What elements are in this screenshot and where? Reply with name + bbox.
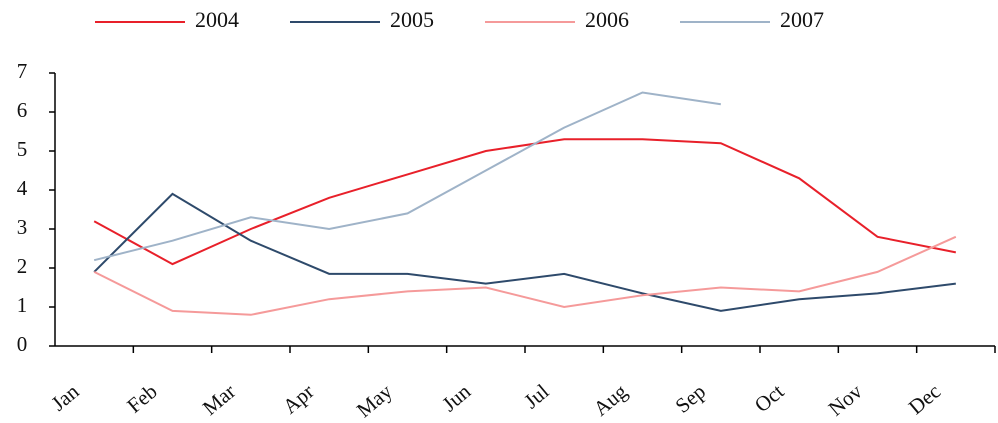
- x-tick-label: Jul: [519, 379, 553, 413]
- y-tick-label: 2: [17, 254, 28, 278]
- y-tick-label: 5: [17, 137, 28, 161]
- x-tick-label: Feb: [122, 379, 162, 418]
- series-line: [93, 91, 721, 262]
- x-tick-label: Aug: [589, 379, 633, 421]
- y-tick-label: 7: [17, 59, 28, 83]
- y-tick-label: 0: [17, 332, 28, 356]
- y-tick-label: 1: [17, 293, 28, 317]
- legend-label: 2004: [195, 7, 239, 32]
- x-tick-label: Oct: [750, 379, 789, 417]
- series-line: [93, 235, 957, 316]
- x-tick-label: Jan: [47, 379, 84, 416]
- legend-label: 2006: [585, 7, 629, 32]
- legend-label: 2007: [780, 7, 824, 32]
- x-tick-label: Jun: [437, 379, 475, 416]
- x-tick-label: Apr: [278, 379, 318, 418]
- y-tick-label: 3: [17, 215, 28, 239]
- x-tick-label: Dec: [904, 379, 945, 419]
- series-line: [93, 192, 956, 312]
- series-line: [93, 138, 957, 266]
- y-tick-label: 6: [17, 98, 28, 122]
- x-tick-label: May: [352, 379, 397, 422]
- x-tick-label: Sep: [671, 379, 711, 418]
- y-tick-label: 4: [17, 176, 28, 200]
- x-tick-label: Mar: [198, 379, 240, 420]
- x-tick-label: Nov: [824, 379, 868, 421]
- legend-label: 2005: [390, 7, 434, 32]
